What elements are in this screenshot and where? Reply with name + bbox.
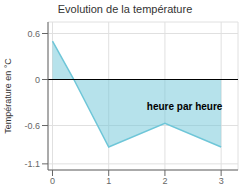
svg-text:0: 0 <box>50 176 55 186</box>
svg-text:1: 1 <box>106 176 111 186</box>
svg-text:3: 3 <box>219 176 224 186</box>
svg-text:heure par heure: heure par heure <box>147 101 223 112</box>
svg-text:0.6: 0.6 <box>27 29 40 39</box>
svg-text:0: 0 <box>35 75 40 85</box>
html-text:Evolution de la température: Evolution de la température <box>57 3 193 15</box>
svg-text:-0.6: -0.6 <box>24 121 40 131</box>
svg-text:-1.1: -1.1 <box>24 159 40 169</box>
svg-text:Température en °C: Température en °C <box>8 58 13 134</box>
svg-text:2: 2 <box>162 176 167 186</box>
